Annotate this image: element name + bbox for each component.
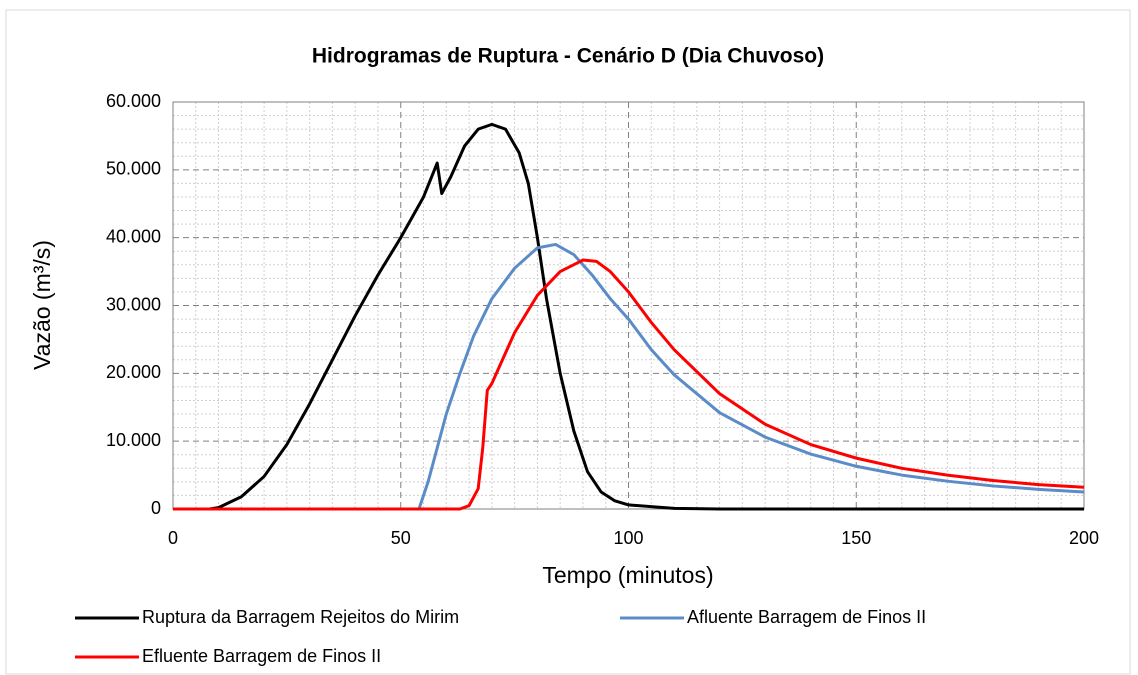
x-tick-label: 0 — [168, 528, 178, 548]
y-tick-label: 40.000 — [106, 226, 161, 246]
legend-label: Afluente Barragem de Finos II — [687, 607, 926, 627]
y-tick-label: 30.000 — [106, 294, 161, 314]
y-tick-label: 10.000 — [106, 430, 161, 450]
y-tick-label: 20.000 — [106, 362, 161, 382]
y-tick-label: 50.000 — [106, 159, 161, 179]
series-line — [173, 242, 1085, 511]
y-tick-label: 60.000 — [106, 91, 161, 111]
legend-label: Ruptura da Barragem Rejeitos do Mirim — [142, 607, 459, 627]
chart-frame — [5, 9, 1131, 675]
y-tick-label: 0 — [151, 498, 161, 518]
series-line — [173, 122, 1084, 511]
x-tick-label: 50 — [391, 528, 411, 548]
y-axis-label: Vazão (m³/s) — [29, 240, 55, 370]
x-tick-label: 150 — [841, 528, 871, 548]
x-tick-label: 200 — [1069, 528, 1099, 548]
series-line — [173, 258, 1085, 511]
x-tick-label: 100 — [613, 528, 643, 548]
plot-border — [172, 101, 1085, 510]
x-axis-label: Tempo (minutos) — [542, 562, 713, 588]
chart-title: Hidrogramas de Ruptura - Cenário D (Dia … — [312, 45, 824, 68]
legend-label: Efluente Barragem de Finos II — [142, 646, 381, 666]
